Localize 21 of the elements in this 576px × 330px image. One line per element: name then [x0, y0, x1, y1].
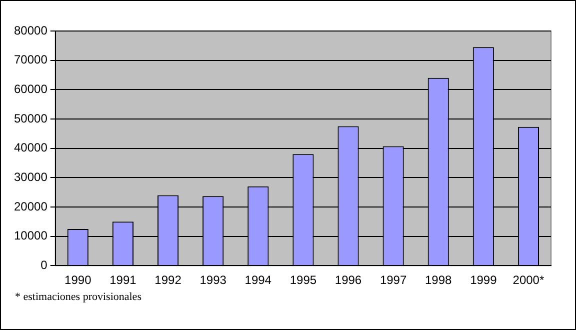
- text: * estimaciones provisionales: [15, 291, 142, 303]
- x-tick-label: 2000*: [512, 273, 544, 288]
- y-tick-label: 80000: [14, 23, 48, 38]
- x-tick-label: 1992: [154, 273, 182, 288]
- y-tick-label: 60000: [14, 82, 48, 96]
- y-tick-label: 10000: [14, 228, 48, 243]
- x-tick-label: 1996: [334, 273, 362, 288]
- x-tick-label: 1995: [290, 273, 317, 288]
- x-tick-label: 1998: [425, 273, 452, 288]
- x-tick-label: 1994: [244, 273, 272, 288]
- x-tick-label: 1999: [470, 273, 498, 288]
- y-tick-label: 30000: [14, 170, 48, 184]
- x-tick-label: 1991: [110, 273, 137, 288]
- y-tick-label: 70000: [14, 52, 48, 67]
- x-tick-label: 1993: [200, 273, 227, 288]
- y-tick-label: 40000: [14, 140, 48, 155]
- x-tick-label: 1990: [64, 273, 92, 288]
- y-tick-label: 20000: [14, 199, 48, 214]
- y-tick-label: 50000: [14, 111, 48, 126]
- x-tick-label: 1997: [380, 273, 407, 288]
- y-tick-label: 0: [40, 258, 48, 272]
